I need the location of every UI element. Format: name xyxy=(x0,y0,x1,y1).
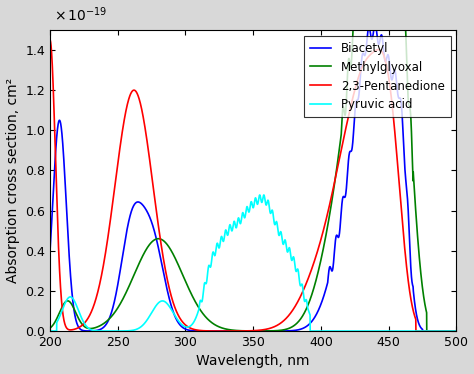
Biacetyl xyxy=(454,329,459,333)
Pyruvic acid xyxy=(261,193,267,197)
Methylglyoxal xyxy=(118,301,123,306)
Pyruvic acid xyxy=(402,329,408,333)
Pyruvic acid xyxy=(220,239,226,243)
Methylglyoxal xyxy=(203,315,209,319)
Biacetyl xyxy=(220,329,226,333)
Pyruvic acid xyxy=(47,329,53,333)
Biacetyl xyxy=(402,165,408,170)
Methylglyoxal xyxy=(402,11,408,16)
Line: Methylglyoxal: Methylglyoxal xyxy=(50,0,456,331)
Pyruvic acid xyxy=(118,329,123,333)
Biacetyl xyxy=(446,329,452,333)
Pyruvic acid xyxy=(203,282,209,286)
Legend: Biacetyl, Methylglyoxal, 2,3-Pentanedione, Pyruvic acid: Biacetyl, Methylglyoxal, 2,3-Pentanedion… xyxy=(304,36,451,117)
Methylglyoxal xyxy=(454,329,459,333)
2,3-Pentanedione xyxy=(454,329,459,333)
Methylglyoxal xyxy=(424,329,429,333)
Line: Pyruvic acid: Pyruvic acid xyxy=(50,195,456,331)
Methylglyoxal xyxy=(93,325,99,329)
Pyruvic acid xyxy=(454,329,459,333)
Line: Biacetyl: Biacetyl xyxy=(50,24,456,331)
Biacetyl xyxy=(118,267,123,271)
Pyruvic acid xyxy=(93,329,99,333)
Line: 2,3-Pentanedione: 2,3-Pentanedione xyxy=(50,40,456,331)
Biacetyl xyxy=(47,250,53,254)
2,3-Pentanedione xyxy=(93,295,99,300)
X-axis label: Wavelength, nm: Wavelength, nm xyxy=(196,355,310,368)
Y-axis label: Absorption cross section, cm²: Absorption cross section, cm² xyxy=(6,78,19,283)
2,3-Pentanedione xyxy=(118,142,123,147)
Biacetyl xyxy=(420,329,426,333)
Pyruvic acid xyxy=(446,329,451,333)
Text: $\times\,10^{-19}$: $\times\,10^{-19}$ xyxy=(54,5,108,24)
Biacetyl xyxy=(372,22,378,26)
Biacetyl xyxy=(203,329,209,333)
Biacetyl xyxy=(93,328,99,333)
2,3-Pentanedione xyxy=(413,329,419,333)
2,3-Pentanedione xyxy=(220,329,226,333)
Methylglyoxal xyxy=(47,326,53,330)
2,3-Pentanedione xyxy=(402,246,408,250)
Methylglyoxal xyxy=(446,329,452,333)
2,3-Pentanedione xyxy=(47,38,53,42)
Methylglyoxal xyxy=(220,326,226,331)
2,3-Pentanedione xyxy=(446,329,451,333)
2,3-Pentanedione xyxy=(203,329,209,333)
